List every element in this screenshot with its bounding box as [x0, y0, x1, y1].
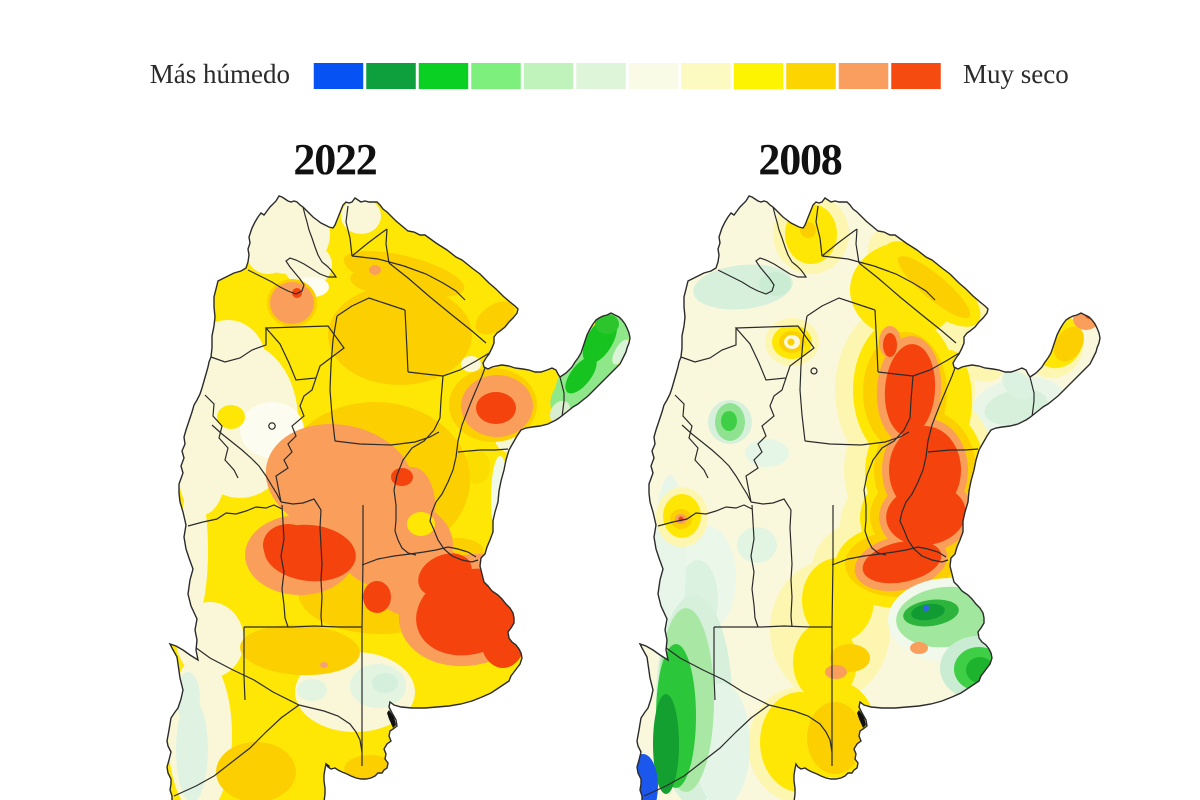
- svg-text:Muy seco: Muy seco: [963, 59, 1069, 89]
- svg-text:Más húmedo: Más húmedo: [150, 59, 290, 89]
- svg-text:2008: 2008: [758, 135, 841, 184]
- svg-text:2022: 2022: [293, 135, 376, 184]
